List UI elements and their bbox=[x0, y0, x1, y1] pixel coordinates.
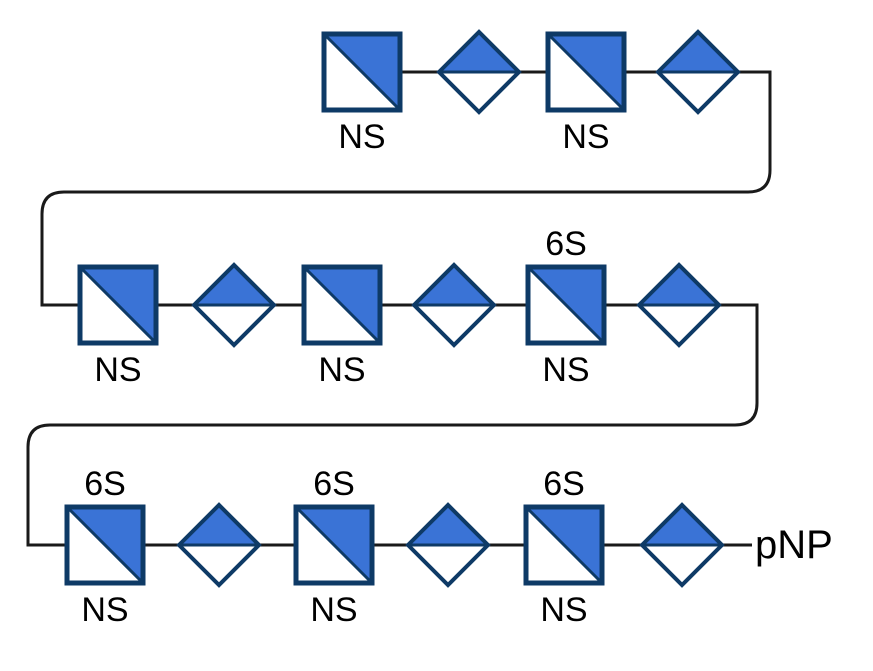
sulfation-label-6s: 6S bbox=[84, 465, 126, 503]
square-monosaccharide bbox=[64, 504, 146, 586]
sulfation-label-ns: NS bbox=[540, 591, 587, 629]
diamond-outline bbox=[405, 502, 491, 588]
diamond-monosaccharide bbox=[639, 502, 725, 588]
diamond-monosaccharide bbox=[191, 262, 277, 348]
square-outline bbox=[545, 31, 627, 113]
diamond-top-half bbox=[408, 505, 488, 545]
square-monosaccharide bbox=[301, 264, 383, 346]
end-label-pnp: pNP bbox=[755, 523, 833, 567]
diamond-outline bbox=[176, 502, 262, 588]
diamond-top-half bbox=[179, 505, 259, 545]
square-monosaccharide bbox=[77, 264, 159, 346]
diamond-outline bbox=[411, 262, 497, 348]
square-outline bbox=[301, 264, 383, 346]
square-outline bbox=[293, 504, 375, 586]
diamond-bottom-half bbox=[408, 545, 488, 585]
diamond-monosaccharide bbox=[411, 262, 497, 348]
sulfation-label-6s: 6S bbox=[543, 465, 585, 503]
diamond-monosaccharide bbox=[405, 502, 491, 588]
diamond-top-half bbox=[439, 32, 519, 72]
diamond-top-half bbox=[194, 265, 274, 305]
diamond-top-half bbox=[658, 32, 738, 72]
square-monosaccharide bbox=[545, 31, 627, 113]
diamond-outline bbox=[191, 262, 277, 348]
sulfation-label-ns: NS bbox=[94, 351, 141, 389]
square-monosaccharide bbox=[525, 264, 607, 346]
chain-labels: NS NS NS NS NS 6S NS 6S NS 6S NS 6S bbox=[81, 118, 609, 629]
chain-units bbox=[64, 29, 741, 588]
diamond-outline bbox=[639, 502, 725, 588]
diamond-monosaccharide bbox=[436, 29, 522, 115]
square-outline bbox=[77, 264, 159, 346]
chain-links bbox=[26, 70, 772, 547]
diamond-top-half bbox=[642, 505, 722, 545]
diamond-top-half bbox=[414, 265, 494, 305]
sulfation-label-ns: NS bbox=[318, 351, 365, 389]
square-monosaccharide bbox=[523, 504, 605, 586]
square-diagonal bbox=[526, 265, 606, 345]
square-diagonal bbox=[78, 265, 158, 345]
square-diagonal bbox=[65, 505, 145, 585]
diamond-bottom-half bbox=[179, 545, 259, 585]
square-diagonal bbox=[546, 32, 626, 112]
sulfation-label-6s: 6S bbox=[313, 465, 355, 503]
diamond-monosaccharide bbox=[655, 29, 741, 115]
diamond-monosaccharide bbox=[636, 262, 722, 348]
square-outline bbox=[64, 504, 146, 586]
square-outline bbox=[525, 264, 607, 346]
diamond-bottom-half bbox=[414, 305, 494, 345]
sulfation-label-ns: NS bbox=[310, 591, 357, 629]
sulfation-label-ns: NS bbox=[81, 591, 128, 629]
square-diagonal bbox=[302, 265, 382, 345]
square-monosaccharide bbox=[293, 504, 375, 586]
diamond-bottom-half bbox=[194, 305, 274, 345]
diamond-top-half bbox=[639, 265, 719, 305]
diamond-outline bbox=[636, 262, 722, 348]
diamond-bottom-half bbox=[658, 72, 738, 112]
square-diagonal bbox=[294, 505, 374, 585]
chain-connector-line bbox=[26, 70, 772, 547]
diamond-outline bbox=[655, 29, 741, 115]
diamond-outline bbox=[436, 29, 522, 115]
square-outline bbox=[321, 31, 403, 113]
diamond-bottom-half bbox=[642, 545, 722, 585]
square-diagonal bbox=[524, 505, 604, 585]
square-diagonal bbox=[322, 32, 402, 112]
square-outline bbox=[523, 504, 605, 586]
sulfation-label-6s: 6S bbox=[545, 225, 587, 263]
diamond-bottom-half bbox=[639, 305, 719, 345]
sulfation-label-ns: NS bbox=[562, 118, 609, 156]
diamond-bottom-half bbox=[439, 72, 519, 112]
sulfation-label-ns: NS bbox=[542, 351, 589, 389]
sulfation-label-ns: NS bbox=[338, 118, 385, 156]
diamond-monosaccharide bbox=[176, 502, 262, 588]
square-monosaccharide bbox=[321, 31, 403, 113]
